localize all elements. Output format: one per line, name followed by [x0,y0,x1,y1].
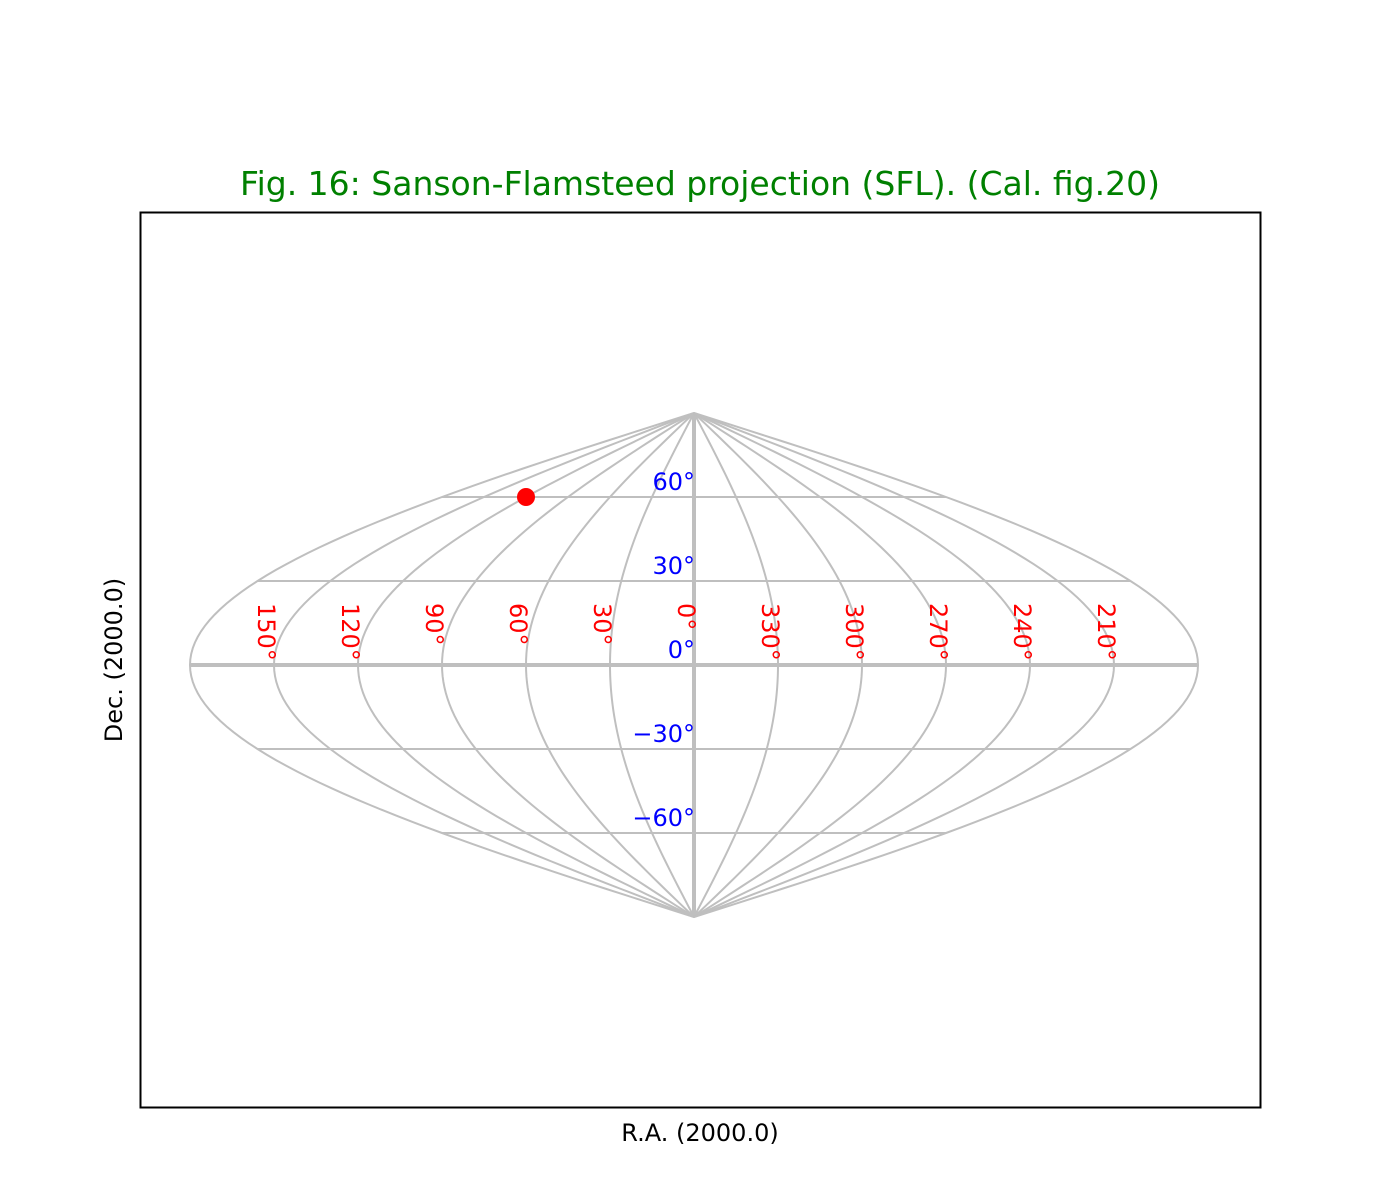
latitude-tick-label: 0° [668,636,695,664]
y-axis-label: Dec. (2000.0) [100,578,128,742]
longitude-tick-label: 330° [756,603,784,661]
longitude-tick-label: 150° [252,603,280,661]
longitude-tick-label: 270° [924,603,952,661]
data-points [517,488,535,506]
data-point-marker [517,488,535,506]
longitude-tick-label: 90° [420,603,448,646]
longitude-tick-label: 240° [1008,603,1036,661]
latitude-tick-labels: 60° 30° 0° −30° −60° [632,468,695,832]
longitude-tick-label: 60° [504,603,532,646]
latitude-tick-label: 30° [652,552,695,580]
plot-frame [139,211,1262,1109]
graticule [188,412,1200,918]
latitude-tick-label: −60° [632,804,695,832]
x-axis-label: R.A. (2000.0) [621,1119,778,1147]
latitude-tick-label: 60° [652,468,695,496]
longitude-tick-label: 30° [588,603,616,646]
longitude-tick-labels: 150° 120° 90° 60° 30° 0° 330° 300° 270° 240° 210° [252,603,1120,661]
longitude-tick-label: 120° [336,603,364,661]
longitude-tick-label: 0° [672,603,700,630]
longitude-tick-label: 300° [840,603,868,661]
longitude-tick-label: 210° [1092,603,1120,661]
latitude-tick-label: −30° [632,720,695,748]
chart-title: Fig. 16: Sanson-Flamsteed projection (SF… [240,164,1160,203]
